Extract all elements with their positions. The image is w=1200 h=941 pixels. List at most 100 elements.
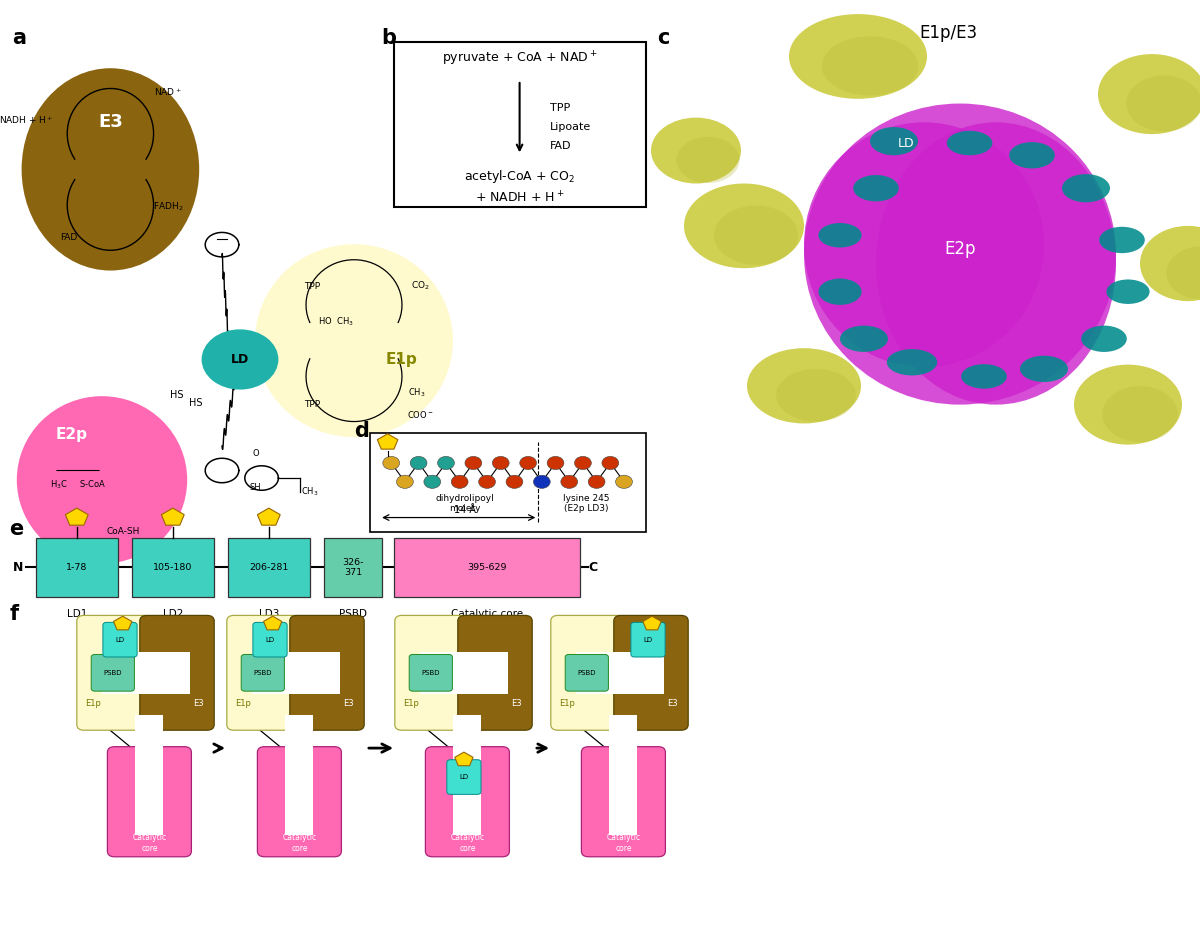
Ellipse shape (256, 244, 454, 437)
FancyBboxPatch shape (631, 622, 665, 657)
Bar (658, 19, 1198, 452)
Polygon shape (377, 434, 398, 449)
Ellipse shape (1140, 226, 1200, 301)
Text: CoA-SH: CoA-SH (107, 527, 140, 536)
Circle shape (424, 475, 440, 488)
Ellipse shape (1106, 279, 1150, 304)
Bar (102, 652, 169, 694)
Text: e: e (10, 519, 24, 539)
Text: SH: SH (250, 483, 262, 492)
Text: E1p: E1p (85, 699, 101, 709)
Text: HS: HS (169, 391, 184, 400)
FancyBboxPatch shape (426, 747, 510, 856)
Text: PSBD: PSBD (577, 670, 596, 676)
Text: FAD: FAD (60, 232, 77, 242)
Text: E2p: E2p (944, 240, 976, 259)
FancyBboxPatch shape (257, 747, 341, 856)
Ellipse shape (961, 364, 1007, 389)
Text: + NADH + H$^+$: + NADH + H$^+$ (475, 190, 564, 205)
Text: LD: LD (230, 353, 250, 366)
Ellipse shape (853, 175, 899, 201)
Text: lysine 245
(E2p LD3): lysine 245 (E2p LD3) (563, 494, 610, 513)
FancyBboxPatch shape (409, 655, 452, 691)
Circle shape (451, 475, 468, 488)
FancyBboxPatch shape (108, 747, 192, 856)
Ellipse shape (1062, 174, 1110, 202)
Ellipse shape (1074, 365, 1182, 445)
Text: CH$_3$: CH$_3$ (408, 386, 425, 399)
Text: 395-629: 395-629 (467, 563, 506, 572)
Text: E3: E3 (511, 699, 521, 709)
FancyBboxPatch shape (91, 655, 134, 691)
Text: d: d (354, 421, 368, 440)
Text: c: c (658, 28, 670, 48)
Text: HO  CH$_3$: HO CH$_3$ (318, 315, 354, 328)
Text: LD: LD (265, 637, 275, 643)
Text: H$_3$C     S-CoA: H$_3$C S-CoA (49, 478, 107, 491)
Text: Catalytic core: Catalytic core (450, 609, 523, 618)
Text: LD3: LD3 (259, 609, 278, 618)
Text: PSBD: PSBD (421, 670, 440, 676)
Bar (132, 538, 214, 597)
Text: E1p/E3: E1p/E3 (919, 24, 977, 42)
Polygon shape (65, 508, 89, 525)
Text: 1-78: 1-78 (66, 563, 88, 572)
Text: COO$^-$: COO$^-$ (407, 408, 433, 420)
Bar (610, 715, 637, 835)
Ellipse shape (876, 122, 1116, 405)
Ellipse shape (818, 223, 862, 247)
Ellipse shape (870, 127, 918, 155)
Ellipse shape (790, 14, 928, 99)
FancyBboxPatch shape (395, 615, 469, 730)
Polygon shape (114, 616, 132, 630)
FancyBboxPatch shape (227, 615, 301, 730)
FancyBboxPatch shape (551, 615, 625, 730)
Ellipse shape (887, 349, 937, 375)
Circle shape (520, 456, 536, 470)
FancyBboxPatch shape (614, 615, 689, 730)
Circle shape (506, 475, 523, 488)
Ellipse shape (684, 183, 804, 268)
Ellipse shape (804, 122, 1044, 367)
Bar (136, 715, 163, 835)
FancyBboxPatch shape (241, 655, 284, 691)
FancyBboxPatch shape (582, 747, 665, 856)
Circle shape (410, 456, 427, 470)
Bar (228, 538, 310, 597)
Text: Catalytic
core: Catalytic core (450, 833, 485, 853)
Text: TPP: TPP (304, 400, 320, 409)
Bar (274, 652, 341, 694)
Text: E1p: E1p (235, 699, 251, 709)
FancyBboxPatch shape (253, 622, 287, 657)
Text: LD: LD (643, 637, 653, 643)
Text: b: b (382, 28, 396, 48)
Bar (252, 652, 319, 694)
Bar (36, 538, 118, 597)
Circle shape (479, 475, 496, 488)
Circle shape (534, 475, 551, 488)
Ellipse shape (677, 137, 739, 183)
Ellipse shape (1081, 326, 1127, 352)
Bar (598, 652, 665, 694)
Bar (394, 538, 580, 597)
Polygon shape (264, 616, 282, 630)
Text: TPP: TPP (304, 281, 320, 291)
Polygon shape (161, 508, 185, 525)
Text: pyruvate + CoA + NAD$^+$: pyruvate + CoA + NAD$^+$ (442, 50, 598, 69)
Text: Catalytic
core: Catalytic core (606, 833, 641, 853)
Ellipse shape (1098, 55, 1200, 135)
Bar (394, 42, 646, 207)
Circle shape (492, 456, 509, 470)
Ellipse shape (17, 396, 187, 564)
Text: E3: E3 (343, 699, 353, 709)
Polygon shape (257, 508, 281, 525)
Ellipse shape (776, 369, 856, 422)
Ellipse shape (714, 206, 798, 265)
Bar (370, 433, 646, 532)
FancyBboxPatch shape (290, 615, 365, 730)
Text: PSBD: PSBD (103, 670, 122, 676)
Ellipse shape (818, 279, 862, 305)
Ellipse shape (1020, 356, 1068, 382)
Text: N: N (13, 561, 23, 574)
Polygon shape (455, 752, 473, 766)
